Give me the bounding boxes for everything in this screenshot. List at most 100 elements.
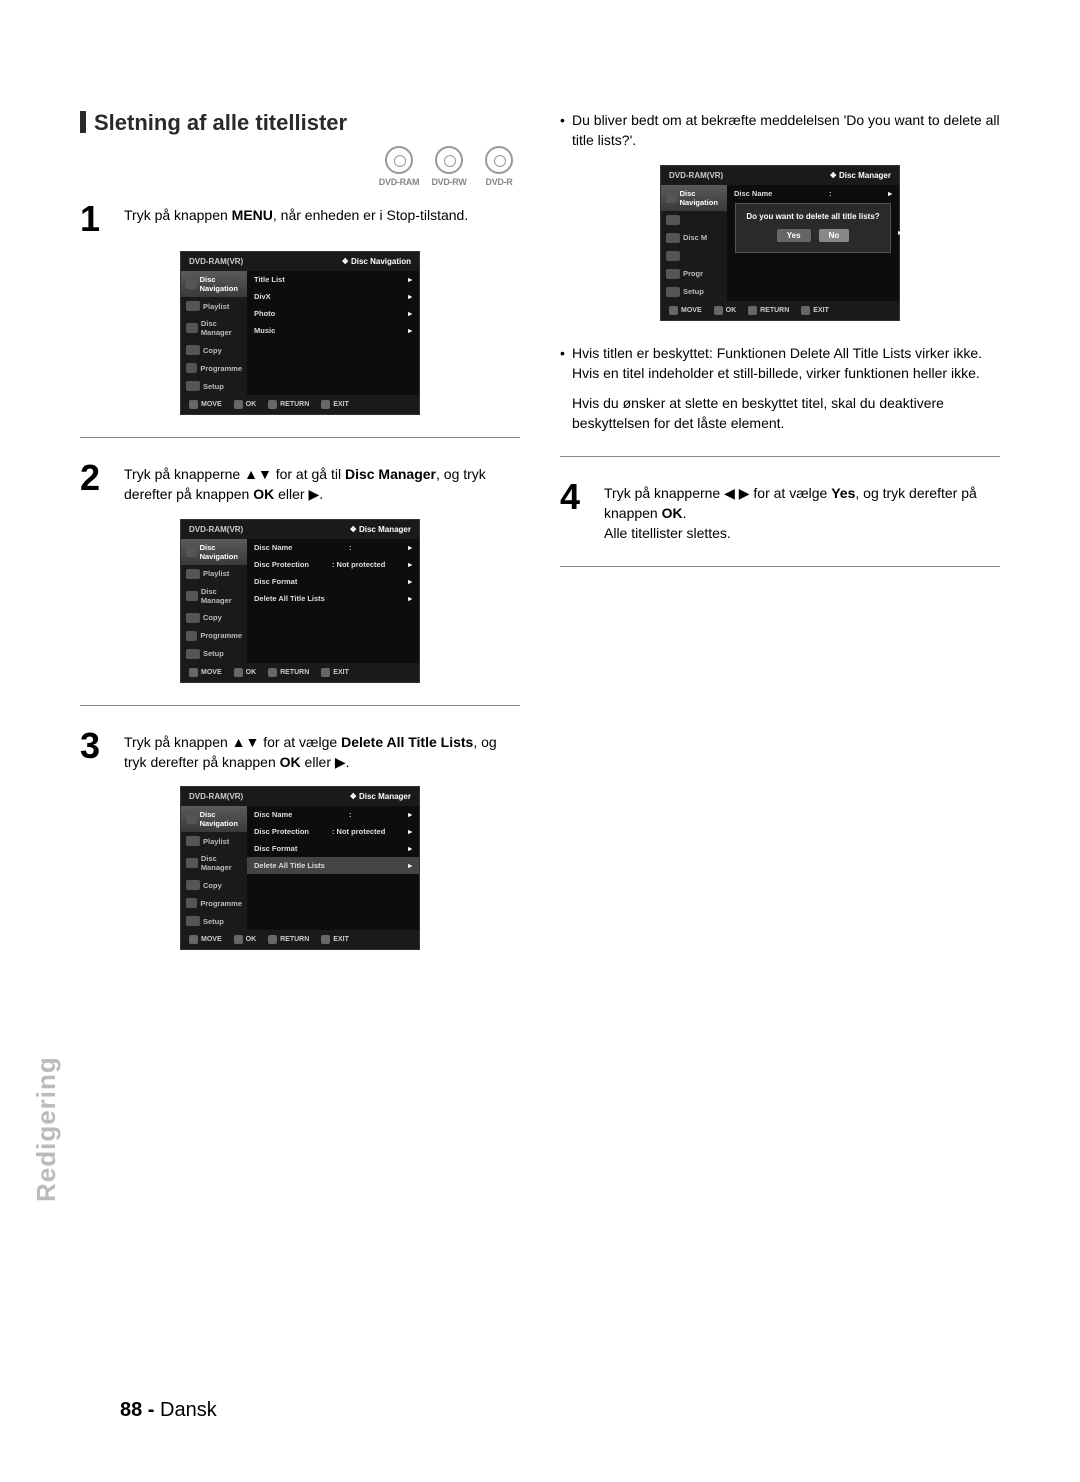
menu-item: Disc Format▸	[247, 840, 419, 857]
arrow-right-icon: ▸	[898, 228, 902, 237]
sidebar-row: Disc Navigation	[181, 806, 247, 832]
menu-icon	[666, 233, 680, 243]
menu-icon	[186, 345, 200, 355]
foot-ok: OK	[714, 306, 737, 315]
arrow-right-icon: ▸	[408, 861, 412, 870]
sidebar-row: Playlist	[181, 297, 247, 315]
no-button[interactable]: No	[819, 229, 850, 242]
menu-icon	[666, 193, 677, 203]
disc-icons: DVD-RAM DVD-RW DVD-R	[80, 146, 520, 187]
divider	[560, 456, 1000, 457]
exit-icon	[801, 306, 810, 315]
sidebar-row: Copy	[181, 609, 247, 627]
page-lang: Dansk	[160, 1399, 217, 1421]
menu-icon	[186, 569, 200, 579]
sidebar-row: Setup	[661, 283, 727, 301]
right-column: Du bliver bedt om at bekræfte meddelelse…	[560, 110, 1000, 958]
bold: Delete All Title Lists	[341, 734, 473, 750]
foot-return: RETURN	[268, 935, 309, 944]
foot-return: RETURN	[748, 306, 789, 315]
sidebar-row: Playlist	[181, 565, 247, 583]
menu-item: Disc Name:▸	[247, 806, 419, 823]
page-number: 88 -	[120, 1399, 154, 1421]
foot-move: MOVE	[189, 935, 222, 944]
left-column: Sletning af alle titellister DVD-RAM DVD…	[80, 110, 520, 958]
arrow-right-icon: ▸	[408, 543, 412, 552]
menu-icon	[186, 814, 197, 824]
foot-move: MOVE	[189, 400, 222, 409]
return-icon	[268, 400, 277, 409]
return-icon	[268, 668, 277, 677]
disc-circle-icon	[485, 146, 513, 174]
menu-item: DivX▸	[247, 288, 419, 305]
menu-item: Music▸	[247, 322, 419, 339]
sidebar-row: Disc Manager	[181, 315, 247, 341]
foot-move: MOVE	[189, 668, 222, 677]
osd-title-right: ❖ Disc Manager	[350, 525, 411, 534]
osd-footer: MOVE OK RETURN EXIT	[661, 301, 899, 320]
nav-icon	[189, 935, 198, 944]
bullet-text: Du bliver bedt om at bekræfte meddelelse…	[560, 110, 1000, 151]
step-2: 2 Tryk på knapperne ▲▼ for at gå til Dis…	[80, 460, 520, 505]
sidebar-row: Disc Manager	[181, 583, 247, 609]
text: .	[683, 505, 687, 521]
ok-icon	[714, 306, 723, 315]
step-number: 1	[80, 201, 114, 237]
menu-icon	[186, 649, 200, 659]
osd-main: Disc Name:▸ Disc Protection: Not protect…	[247, 806, 419, 930]
return-icon	[748, 306, 757, 315]
sidebar-row: Setup	[181, 645, 247, 663]
menu-icon	[186, 836, 200, 846]
foot-exit: EXIT	[321, 400, 349, 409]
sidebar-row	[661, 211, 727, 229]
step-text: Tryk på knapperne ▲▼ for at gå til Disc …	[124, 460, 520, 505]
disc-icon: DVD-RAM	[378, 146, 420, 187]
menu-icon	[666, 215, 680, 225]
sidebar-row: Copy	[181, 876, 247, 894]
bold: MENU	[232, 207, 273, 223]
arrow-right-icon: ▸	[408, 326, 412, 335]
arrow-right-icon: ▸	[408, 577, 412, 586]
sidebar-row: Programme	[181, 627, 247, 645]
sidebar-row: Disc M	[661, 229, 727, 247]
osd-sidebar: Disc Navigation Playlist Disc Manager Co…	[181, 806, 247, 930]
foot-return: RETURN	[268, 400, 309, 409]
divider	[80, 437, 520, 438]
bold: Yes	[831, 485, 855, 501]
osd-main: Disc Name:▸ Disc Protection: Not protect…	[247, 539, 419, 663]
menu-item: Disc Format▸	[247, 573, 419, 590]
menu-item-highlighted: Delete All Title Lists▸	[247, 857, 419, 874]
section-tab: Redigering	[31, 1056, 62, 1202]
osd-title-left: DVD-RAM(VR)	[669, 171, 723, 180]
foot-return: RETURN	[268, 668, 309, 677]
osd-screenshot-1: DVD-RAM(VR)❖ Disc Navigation Disc Naviga…	[180, 251, 420, 415]
disc-label: DVD-RW	[428, 177, 470, 187]
nav-icon	[669, 306, 678, 315]
yes-button[interactable]: Yes	[777, 229, 811, 242]
sidebar-row: Setup	[181, 912, 247, 930]
text: eller ▶.	[301, 754, 350, 770]
foot-exit: EXIT	[321, 935, 349, 944]
menu-icon	[186, 898, 197, 908]
step-text: Tryk på knappen MENU, når enheden er i S…	[124, 201, 468, 237]
sidebar-row	[661, 247, 727, 265]
menu-icon	[186, 279, 197, 289]
menu-item: Disc Name:▸	[247, 539, 419, 556]
sidebar-row: Disc Navigation	[661, 185, 727, 211]
ok-icon	[234, 668, 243, 677]
bold: Disc Manager	[345, 466, 436, 482]
osd-footer: MOVE OK RETURN EXIT	[181, 663, 419, 682]
osd-sidebar: Disc Navigation Disc M Progr Setup	[661, 185, 727, 301]
osd-body: Disc Navigation Playlist Disc Manager Co…	[181, 539, 419, 663]
menu-item: Disc Name:▸	[727, 185, 899, 202]
sidebar-row: Setup	[181, 377, 247, 395]
osd-screenshot-2: DVD-RAM(VR)❖ Disc Manager Disc Navigatio…	[180, 519, 420, 683]
dialog-question: Do you want to delete all title lists?	[742, 212, 884, 221]
disc-label: DVD-RAM	[378, 177, 420, 187]
menu-icon	[186, 363, 197, 373]
dialog-buttons: Yes No	[742, 229, 884, 242]
menu-icon	[186, 880, 200, 890]
osd-footer: MOVE OK RETURN EXIT	[181, 395, 419, 414]
menu-item: Disc Protection: Not protected▸	[247, 556, 419, 573]
foot-move: MOVE	[669, 306, 702, 315]
